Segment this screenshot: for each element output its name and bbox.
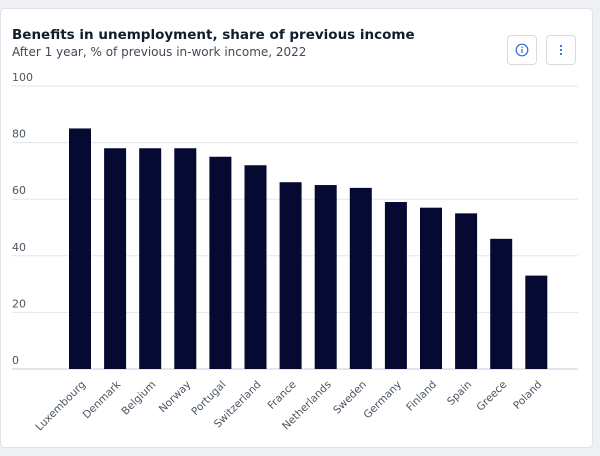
bars — [69, 128, 548, 369]
x-tick-label: Poland — [511, 379, 544, 412]
x-tick-label: France — [266, 379, 299, 412]
bar-switzerland[interactable] — [244, 165, 267, 369]
info-button[interactable] — [507, 35, 537, 65]
y-tick-label: 80 — [12, 128, 26, 141]
bar-finland[interactable] — [420, 207, 442, 369]
bar-france[interactable] — [279, 182, 302, 369]
bar-norway[interactable] — [174, 148, 197, 369]
x-tick-label: Spain — [445, 379, 474, 408]
y-tick-label: 20 — [12, 297, 26, 310]
bar-netherlands[interactable] — [314, 185, 337, 369]
more-options-button[interactable] — [546, 35, 576, 65]
bar-sweden[interactable] — [349, 187, 372, 369]
bar-spain[interactable] — [455, 213, 478, 369]
x-tick-label: Denmark — [81, 378, 124, 421]
x-tick-label: Finland — [404, 379, 439, 414]
bar-poland[interactable] — [525, 275, 548, 369]
x-tick-label: Germany — [361, 379, 404, 422]
x-tick-label: Greece — [474, 379, 509, 414]
bar-belgium[interactable] — [139, 148, 162, 369]
vertical-ellipsis-icon — [559, 44, 563, 56]
bar-portugal[interactable] — [209, 156, 232, 369]
chart-subtitle: After 1 year, % of previous in-work inco… — [12, 45, 307, 59]
x-tick-label: Norway — [157, 379, 194, 416]
info-circle-icon — [515, 43, 529, 57]
x-tick-label: Luxembourg — [33, 379, 88, 434]
chart-title: Benefits in unemployment, share of previ… — [12, 27, 415, 43]
x-axis-labels: LuxembourgDenmarkBelgiumNorwayPortugalSw… — [33, 378, 544, 433]
y-tick-label: 0 — [12, 354, 19, 367]
bar-germany[interactable] — [384, 202, 407, 369]
x-tick-label: Belgium — [119, 379, 158, 418]
y-tick-label: 100 — [12, 71, 33, 84]
bar-denmark[interactable] — [104, 148, 127, 369]
bar-luxembourg[interactable] — [69, 128, 91, 369]
bar-greece[interactable] — [490, 238, 513, 369]
y-tick-label: 40 — [12, 241, 26, 254]
y-tick-label: 60 — [12, 184, 26, 197]
y-axis-ticks: 0 20 40 60 80 100 — [12, 71, 33, 367]
